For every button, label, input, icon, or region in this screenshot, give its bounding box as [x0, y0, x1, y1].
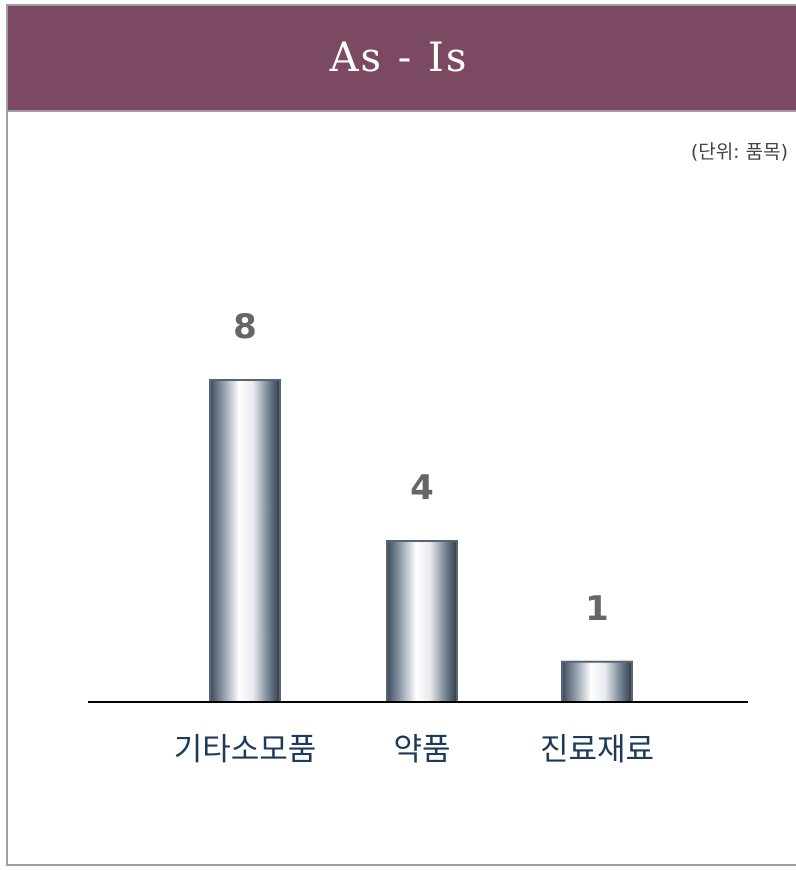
category-label: 기타소모품 — [174, 732, 317, 768]
value-label: 8 — [233, 307, 257, 347]
header-bar: As - Is — [8, 6, 796, 112]
bar-1 — [209, 379, 281, 703]
chart-frame: As - Is (단위: 품목) — [6, 4, 796, 866]
unit-label: (단위: 품목) — [690, 141, 788, 163]
bar-2 — [386, 540, 458, 703]
category-label: 진료재료 — [540, 732, 654, 768]
value-label: 1 — [585, 589, 609, 629]
value-label: 4 — [410, 468, 434, 508]
category-label: 약품 — [393, 732, 450, 768]
bar-3 — [561, 660, 633, 703]
page-title: As - Is — [329, 35, 469, 81]
